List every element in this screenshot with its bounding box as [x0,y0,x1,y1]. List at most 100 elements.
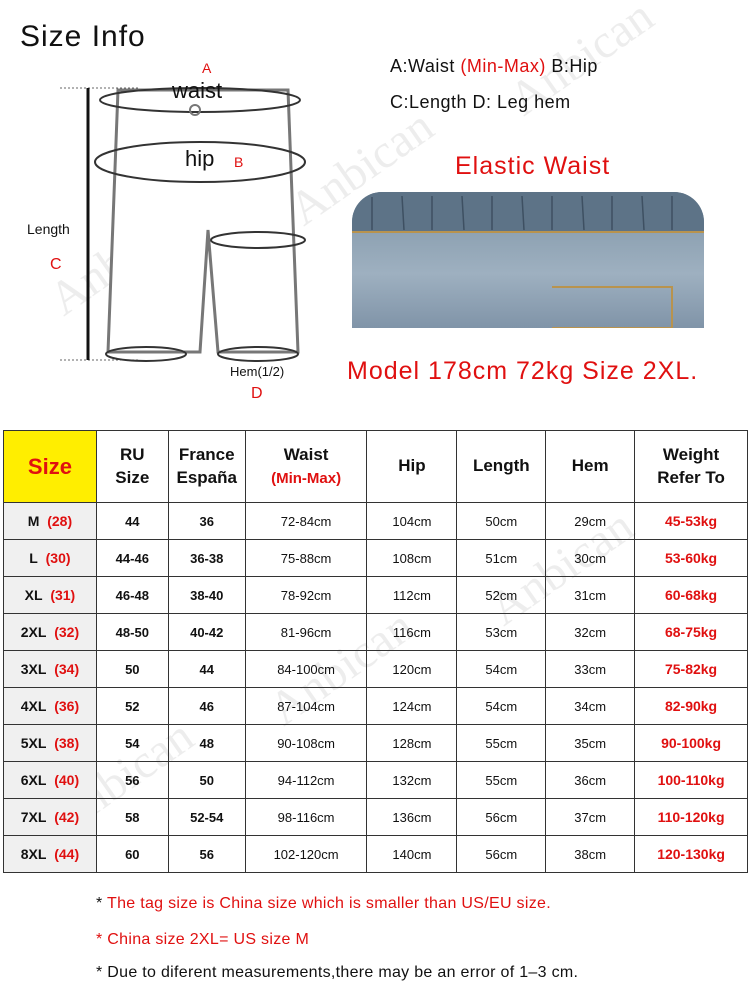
label-a: A [202,60,212,76]
cell-waist: 81-96cm [244,613,368,651]
legend-minmax: (Min-Max) [460,56,546,76]
label-waist: waist [172,78,223,103]
size-table: Size RU Size France España Waist (Min-Max… [3,430,748,873]
cell-waist: 87-104cm [244,687,368,725]
cell-hip: 136cm [366,798,458,836]
size-label: 7XL [20,809,47,825]
cell-hip: 120cm [366,650,458,688]
note-star: * [96,931,103,948]
cell-size: 5XL (38) [3,724,97,762]
size-label: M [27,513,40,529]
note-star: * [96,895,103,912]
cell-france-espana: 48 [167,724,246,762]
pants-diagram [60,87,306,362]
cell-length: 56cm [456,798,547,836]
cell-hip: 116cm [366,613,458,651]
size-label: 4XL [20,698,47,714]
cell-size: XL (31) [3,576,97,614]
cell-france-espana: 52-54 [167,798,246,836]
table-row: 8XL (44) 60 56 102-120cm 140cm 56cm 38cm 120-13… [3,835,748,873]
cell-hem: 31cm [545,576,636,614]
cell-ru-size: 44 [95,502,169,540]
cell-size: 6XL (40) [3,761,97,799]
cell-ru-size: 46-48 [95,576,169,614]
cell-waist: 72-84cm [244,502,368,540]
size-number: (30) [45,550,71,566]
cell-ru-size: 52 [95,687,169,725]
label-hip: hip [185,146,215,171]
table-row: XL (31) 46-48 38-40 78-92cm 112cm 52cm 31cm 60-… [3,576,748,614]
size-label: 2XL [20,624,47,640]
label-hem: Hem(1/2) [230,364,285,379]
cell-length: 51cm [456,539,547,577]
cell-length: 54cm [456,650,547,688]
table-row: 6XL (40) 56 50 94-112cm 132cm 55cm 36cm 100-110… [3,761,748,799]
cell-weight: 60-68kg [634,576,748,614]
cell-weight: 120-130kg [634,835,748,873]
table-row: M (28) 44 36 72-84cm 104cm 50cm 29cm 45-53kg [3,502,748,540]
cell-hip: 124cm [366,687,458,725]
cell-size: 2XL (32) [3,613,97,651]
header-france-espana: France España [167,430,246,503]
cell-waist: 102-120cm [244,835,368,873]
size-label: 6XL [20,772,47,788]
cell-france-espana: 36-38 [167,539,246,577]
note-text: The tag size is China size which is smal… [107,895,551,912]
cell-length: 55cm [456,724,547,762]
size-number: (44) [54,846,80,862]
cell-length: 55cm [456,761,547,799]
elastic-waist-photo [352,192,704,328]
table-header: Size RU Size France España Waist (Min-Max… [3,430,748,503]
cell-france-espana: 44 [167,650,246,688]
note-3: * Due to diferent measurements,there may… [96,964,578,982]
table-row: 5XL (38) 54 48 90-108cm 128cm 55cm 35cm 90-100k… [3,724,748,762]
cell-france-espana: 56 [167,835,246,873]
cell-hem: 32cm [545,613,636,651]
table-row: 7XL (42) 58 52-54 98-116cm 136cm 56cm 37cm 110-… [3,798,748,836]
cell-weight: 100-110kg [634,761,748,799]
table-row: 2XL (32) 48-50 40-42 81-96cm 116cm 53cm 32cm 68… [3,613,748,651]
page-title: Size Info [20,20,146,53]
cell-weight: 68-75kg [634,613,748,651]
cell-waist: 98-116cm [244,798,368,836]
cell-length: 53cm [456,613,547,651]
header-weight: Weight Refer To [634,430,748,503]
legend-hip: B:Hip [551,56,598,76]
cell-hem: 30cm [545,539,636,577]
header-hip: Hip [366,430,458,503]
cell-hip: 104cm [366,502,458,540]
cell-size: 8XL (44) [3,835,97,873]
legend-line-2: C:Length D: Leg hem [390,92,571,112]
size-number: (40) [54,772,80,788]
cell-weight: 110-120kg [634,798,748,836]
cell-size: 4XL (36) [3,687,97,725]
cell-weight: 82-90kg [634,687,748,725]
cell-hem: 35cm [545,724,636,762]
header-ru-size: RU Size [95,430,169,503]
size-label: 8XL [20,846,47,862]
cell-size: 3XL (34) [3,650,97,688]
header-waist: Waist (Min-Max) [244,430,368,503]
cell-ru-size: 54 [95,724,169,762]
model-info: Model 178cm 72kg Size 2XL. [347,357,699,385]
header-length: Length [456,430,547,503]
label-length: Length [27,221,70,237]
cell-france-espana: 50 [167,761,246,799]
cell-ru-size: 60 [95,835,169,873]
size-number: (31) [50,587,76,603]
table-row: L (30) 44-46 36-38 75-88cm 108cm 51cm 30cm 53-6… [3,539,748,577]
cell-weight: 45-53kg [634,502,748,540]
cell-hem: 34cm [545,687,636,725]
legend-line-1: A:Waist (Min-Max) B:Hip [390,56,598,77]
header-waist-label: Waist [283,444,329,464]
cell-hip: 108cm [366,539,458,577]
cell-ru-size: 48-50 [95,613,169,651]
cell-waist: 94-112cm [244,761,368,799]
label-b: B [234,154,244,170]
note-text: Due to diferent measurements,there may b… [107,964,579,981]
cell-weight: 53-60kg [634,539,748,577]
table-row: 4XL (36) 52 46 87-104cm 124cm 54cm 34cm 82-90kg [3,687,748,725]
cell-hem: 29cm [545,502,636,540]
header-hem: Hem [545,430,636,503]
size-number: (38) [54,735,80,751]
